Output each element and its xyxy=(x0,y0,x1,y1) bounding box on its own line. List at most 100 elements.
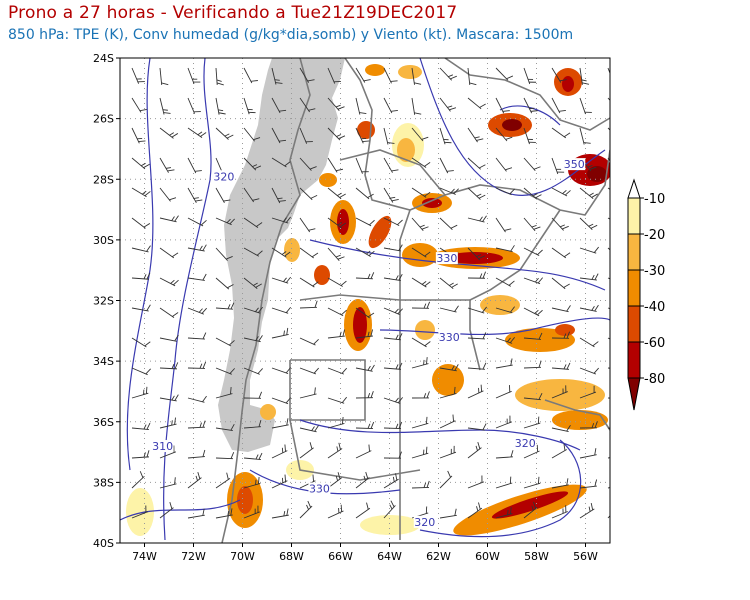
wind-barb xyxy=(467,187,486,200)
wind-barb xyxy=(467,67,477,86)
wind-barb xyxy=(299,277,319,288)
wind-barb xyxy=(467,306,487,314)
wind-barb xyxy=(355,421,375,430)
wind-barb xyxy=(523,127,536,145)
wind-barb xyxy=(131,97,147,113)
wind-barb xyxy=(467,332,487,340)
wind-barb xyxy=(411,67,422,85)
wind-barb xyxy=(215,387,233,399)
wind-barb xyxy=(159,247,179,259)
wind-barb xyxy=(411,97,422,115)
wind-barb xyxy=(243,157,262,171)
wind-barb xyxy=(271,418,289,429)
wind-barb xyxy=(271,157,291,168)
wind-barb xyxy=(187,187,203,204)
wind-barb xyxy=(243,277,262,289)
legend-label: -40 xyxy=(644,300,665,315)
wind-barb xyxy=(187,332,207,340)
wind-barb xyxy=(215,367,235,375)
wind-barb xyxy=(551,425,571,433)
wind-barb xyxy=(131,337,151,348)
wind-barb xyxy=(551,127,571,139)
wind-barb xyxy=(243,367,263,375)
wind-barb xyxy=(523,67,537,85)
wind-barb xyxy=(523,392,543,401)
wind-barb xyxy=(579,304,599,312)
wind-barb xyxy=(327,442,343,459)
wind-barb xyxy=(299,387,317,399)
wind-barb xyxy=(523,416,541,429)
wind-barb xyxy=(131,245,151,253)
wind-barb xyxy=(383,217,403,227)
wind-barb xyxy=(551,97,566,114)
wind-barb xyxy=(159,417,177,429)
wind-barb xyxy=(159,307,179,319)
lon-tick-label: 66W xyxy=(328,550,353,563)
wind-barb xyxy=(495,277,515,287)
wind-barb xyxy=(187,157,202,174)
wind-barb xyxy=(271,306,292,314)
wind-barb xyxy=(439,157,454,174)
wind-barb xyxy=(467,271,486,279)
wind-barb xyxy=(439,386,457,399)
wind-barb xyxy=(579,217,598,231)
wind-barb xyxy=(187,67,201,85)
wind-barb xyxy=(411,157,431,168)
wind-barb xyxy=(439,67,457,81)
wind-barb xyxy=(355,364,375,372)
wind-barb xyxy=(579,385,597,399)
wind-barb xyxy=(383,127,395,145)
wind-barb xyxy=(131,471,145,489)
wind-barb xyxy=(551,157,565,175)
legend-swatch xyxy=(627,197,641,235)
wind-barb xyxy=(523,187,542,200)
wind-barb xyxy=(327,396,348,404)
contour-labels: 320 330 350 330 320 310 330 320 xyxy=(151,158,586,529)
wind-barb xyxy=(327,416,345,429)
contour-label: 320 xyxy=(213,170,234,183)
wind-barb xyxy=(187,395,207,403)
wind-barb xyxy=(523,360,542,369)
wind-barb xyxy=(299,367,320,375)
wind-barb xyxy=(299,500,313,519)
wind-barb xyxy=(439,414,456,429)
wind-barb xyxy=(187,508,205,519)
wind-barb xyxy=(467,157,486,170)
wind-barb xyxy=(383,473,399,489)
wind-barb xyxy=(383,397,404,404)
wind-barb xyxy=(159,277,179,287)
wind-barb xyxy=(299,442,314,459)
wind-barb xyxy=(243,476,261,489)
wind-barb xyxy=(579,97,592,115)
wind-barb xyxy=(579,187,598,200)
wind-barb xyxy=(243,187,260,203)
contour-label: 350 xyxy=(564,158,585,171)
wind-barb xyxy=(551,67,567,83)
wind-barb xyxy=(271,247,291,258)
wind-barb xyxy=(411,337,431,348)
wind-barb xyxy=(383,333,403,341)
legend-label: -60 xyxy=(644,336,665,351)
wind-barb xyxy=(187,97,201,114)
wind-barb xyxy=(243,335,263,343)
wind-barb xyxy=(215,302,235,310)
legend-swatch xyxy=(627,269,641,307)
wind-barb xyxy=(215,217,235,226)
wind-barb xyxy=(215,452,235,460)
wind-barb xyxy=(131,67,145,84)
wind-barb xyxy=(383,421,403,430)
wind-barb xyxy=(467,441,482,459)
wind-barb xyxy=(551,443,567,459)
wind-barb xyxy=(131,367,151,376)
legend-label: -10 xyxy=(644,192,665,207)
wind-barb xyxy=(243,247,263,257)
wind-barb xyxy=(215,127,234,140)
wind-barb xyxy=(439,305,459,313)
wind-barb xyxy=(243,306,263,314)
wind-barb xyxy=(523,444,540,459)
wind-barb xyxy=(187,361,207,369)
wind-barb xyxy=(411,217,429,232)
wind-barb xyxy=(439,445,457,459)
wind-barb xyxy=(551,247,571,259)
wind-barb xyxy=(579,246,599,254)
